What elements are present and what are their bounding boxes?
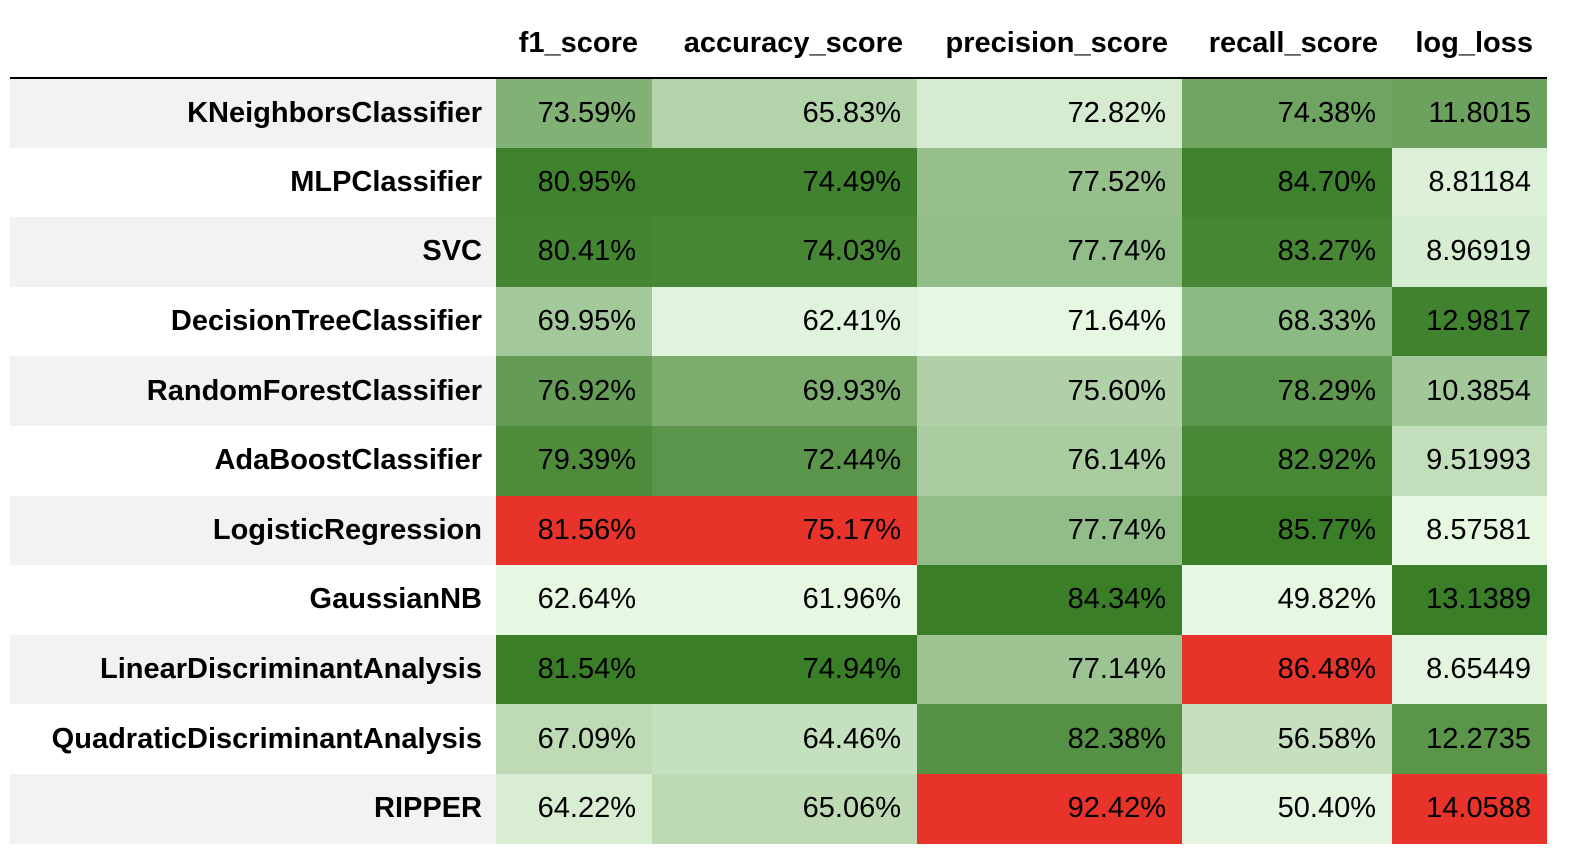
row-label: MLPClassifier: [10, 147, 496, 218]
table-cell: 65.06%: [652, 773, 917, 844]
table-cell: 79.39%: [496, 425, 652, 496]
row-label: RIPPER: [10, 773, 496, 844]
table-row: MLPClassifier 80.95% 74.49% 77.52% 84.70% 8.8…: [10, 147, 1547, 218]
table-cell: 77.52%: [917, 147, 1182, 218]
metrics-table: f1_score accuracy_score precision_score …: [10, 10, 1547, 844]
table-cell: 50.40%: [1182, 773, 1392, 844]
table-cell: 75.17%: [652, 495, 917, 566]
table-cell: 9.51993: [1392, 425, 1547, 496]
table-cell: 84.34%: [917, 565, 1182, 635]
table-cell: 72.44%: [652, 425, 917, 496]
table-cell: 80.41%: [496, 217, 652, 287]
table-cell: 13.1389: [1392, 565, 1547, 635]
table-row: SVC 80.41% 74.03% 77.74% 83.27% 8.96919: [10, 217, 1547, 287]
row-label: LinearDiscriminantAnalysis: [10, 634, 496, 705]
table-row: AdaBoostClassifier 79.39% 72.44% 76.14% 82.9…: [10, 425, 1547, 496]
table-cell: 77.74%: [917, 217, 1182, 287]
table-cell: 74.49%: [652, 147, 917, 218]
table-cell: 12.2735: [1392, 704, 1547, 774]
table-cell: 74.03%: [652, 217, 917, 287]
table-cell: 65.83%: [652, 78, 917, 148]
table-cell: 76.92%: [496, 356, 652, 426]
row-label: GaussianNB: [10, 565, 496, 635]
table-cell: 62.41%: [652, 286, 917, 357]
table-cell: 56.58%: [1182, 704, 1392, 774]
table-cell: 67.09%: [496, 704, 652, 774]
table-cell: 92.42%: [917, 773, 1182, 844]
table-cell: 73.59%: [496, 78, 652, 148]
table-cell: 11.8015: [1392, 78, 1547, 148]
table-row: GaussianNB 62.64% 61.96% 84.34% 49.82% 13.138…: [10, 565, 1547, 635]
table-cell: 68.33%: [1182, 286, 1392, 357]
table-cell: 14.0588: [1392, 773, 1547, 844]
table-cell: 83.27%: [1182, 217, 1392, 287]
table-body: KNeighborsClassifier 73.59% 65.83% 72.82% 74…: [10, 78, 1547, 844]
table-cell: 69.95%: [496, 286, 652, 357]
table-cell: 80.95%: [496, 147, 652, 218]
column-header: log_loss: [1392, 10, 1547, 79]
table-cell: 49.82%: [1182, 565, 1392, 635]
table-cell: 8.57581: [1392, 495, 1547, 566]
table-cell: 77.74%: [917, 495, 1182, 566]
table-header: f1_score accuracy_score precision_score …: [10, 10, 1547, 79]
table-cell: 61.96%: [652, 565, 917, 635]
column-header: recall_score: [1182, 10, 1392, 79]
table-cell: 62.64%: [496, 565, 652, 635]
table-cell: 76.14%: [917, 425, 1182, 496]
row-label: AdaBoostClassifier: [10, 425, 496, 496]
table-cell: 10.3854: [1392, 356, 1547, 426]
table-row: QuadraticDiscriminantAnalysis 67.09% 64.46…: [10, 704, 1547, 774]
table-row: KNeighborsClassifier 73.59% 65.83% 72.82% 74…: [10, 78, 1547, 148]
table-cell: 8.65449: [1392, 634, 1547, 705]
table-cell: 77.14%: [917, 634, 1182, 705]
table-cell: 8.96919: [1392, 217, 1547, 287]
column-header: f1_score: [496, 10, 652, 79]
row-label: QuadraticDiscriminantAnalysis: [10, 704, 496, 774]
table-cell: 74.38%: [1182, 78, 1392, 148]
table-cell: 85.77%: [1182, 495, 1392, 566]
row-label: LogisticRegression: [10, 495, 496, 566]
table-cell: 71.64%: [917, 286, 1182, 357]
table-cell: 64.46%: [652, 704, 917, 774]
table-cell: 72.82%: [917, 78, 1182, 148]
row-label: RandomForestClassifier: [10, 356, 496, 426]
table-cell: 75.60%: [917, 356, 1182, 426]
table-row: RandomForestClassifier 76.92% 69.93% 75.60%…: [10, 356, 1547, 426]
row-label: DecisionTreeClassifier: [10, 286, 496, 357]
table-row: DecisionTreeClassifier 69.95% 62.41% 71.64%…: [10, 286, 1547, 357]
table-cell: 64.22%: [496, 773, 652, 844]
row-label: KNeighborsClassifier: [10, 78, 496, 148]
header-index-corner: [10, 10, 496, 79]
table-cell: 82.92%: [1182, 425, 1392, 496]
table-cell: 78.29%: [1182, 356, 1392, 426]
metrics-table-container: f1_score accuracy_score precision_score …: [10, 10, 1547, 844]
table-cell: 81.54%: [496, 634, 652, 705]
table-cell: 82.38%: [917, 704, 1182, 774]
table-cell: 69.93%: [652, 356, 917, 426]
table-cell: 81.56%: [496, 495, 652, 566]
column-header: accuracy_score: [652, 10, 917, 79]
table-row: LinearDiscriminantAnalysis 81.54% 74.94% 77…: [10, 634, 1547, 705]
row-label: SVC: [10, 217, 496, 287]
table-row: RIPPER 64.22% 65.06% 92.42% 50.40% 14.0588: [10, 773, 1547, 844]
column-header: precision_score: [917, 10, 1182, 79]
table-cell: 74.94%: [652, 634, 917, 705]
header-row: f1_score accuracy_score precision_score …: [10, 10, 1547, 79]
table-cell: 86.48%: [1182, 634, 1392, 705]
table-row: LogisticRegression 81.56% 75.17% 77.74% 85.7…: [10, 495, 1547, 566]
table-cell: 8.81184: [1392, 147, 1547, 218]
table-cell: 84.70%: [1182, 147, 1392, 218]
table-cell: 12.9817: [1392, 286, 1547, 357]
